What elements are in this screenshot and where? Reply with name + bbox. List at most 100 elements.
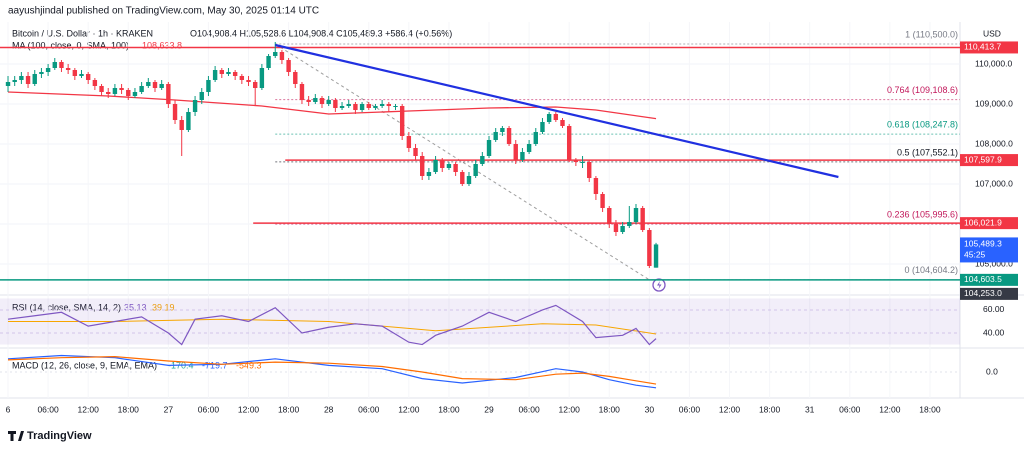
candle-body xyxy=(546,114,552,122)
candle-body xyxy=(159,84,164,88)
candle-body xyxy=(540,122,545,132)
candle-body xyxy=(326,100,331,104)
candle-body xyxy=(393,106,398,107)
price-tag-label: 110,413.7 xyxy=(964,42,1001,52)
alert-icon xyxy=(652,278,666,292)
x-tick-label: 06:00 xyxy=(198,404,220,414)
candle-body xyxy=(206,80,211,92)
candle-body xyxy=(647,230,652,266)
candle-body xyxy=(533,132,538,144)
x-tick-label: 30 xyxy=(645,404,655,414)
fib-label: 0.618 (108,247.8) xyxy=(887,119,958,129)
candle-body xyxy=(426,172,432,176)
candle-body xyxy=(72,70,78,76)
candle-body xyxy=(640,208,645,230)
candle-body xyxy=(460,172,465,184)
x-tick-label: 06:00 xyxy=(839,404,861,414)
candle-body xyxy=(212,70,218,80)
candle-body xyxy=(493,132,498,140)
candle-body xyxy=(513,144,518,160)
candle-body xyxy=(440,160,445,168)
fib-label: 0 (104,604.2) xyxy=(904,265,958,275)
y-tick-label: 110,000.0 xyxy=(975,58,1012,68)
macd-signal xyxy=(7,356,657,385)
candle-body xyxy=(293,72,298,84)
candle-body xyxy=(386,104,392,106)
x-tick-label: 12:00 xyxy=(398,404,420,414)
candle-body xyxy=(239,76,245,80)
legend-symbol: Bitcoin / U.S. Dollar · 1h · KRAKEN xyxy=(12,28,153,38)
candle-body xyxy=(219,70,224,74)
candle-body xyxy=(139,86,144,92)
candle-body xyxy=(553,114,559,120)
macd-line xyxy=(7,354,657,389)
price-tag xyxy=(960,154,1018,167)
x-tick-label: 12:00 xyxy=(879,404,901,414)
x-tick-label: 12:00 xyxy=(719,404,741,414)
candle-body xyxy=(486,140,492,156)
x-tick-label: 28 xyxy=(324,404,334,414)
rsi-band xyxy=(0,298,960,345)
x-tick-label: 06:00 xyxy=(518,404,540,414)
moving-average xyxy=(7,91,657,120)
x-tick-label: 6 xyxy=(6,404,11,414)
x-tick-label: 06:00 xyxy=(37,404,59,414)
x-tick-label: 18:00 xyxy=(759,404,781,414)
candle-body xyxy=(566,126,572,160)
candle-body xyxy=(39,72,44,74)
candle-body xyxy=(299,84,305,100)
candle-body xyxy=(179,120,184,130)
candle-body xyxy=(406,136,412,148)
y-tick-label: 108,000.0 xyxy=(975,138,1013,148)
candle-body xyxy=(65,68,71,70)
candle-body xyxy=(580,162,585,163)
candle-body xyxy=(19,76,24,80)
logo xyxy=(8,431,24,441)
candle-body xyxy=(186,112,191,130)
candle-body xyxy=(593,178,599,194)
rsi-line xyxy=(7,304,657,346)
candle-body xyxy=(252,82,258,88)
candle-body xyxy=(339,106,345,108)
candle-body xyxy=(226,72,231,74)
price-tag-label: 104,253.0 xyxy=(964,288,1002,298)
candle-body xyxy=(313,98,318,102)
trendline xyxy=(274,43,839,179)
currency: USD xyxy=(983,28,1001,38)
legend-ohlc: O104,908.4 H105,528.6 L104,908.4 C105,48… xyxy=(190,28,452,38)
candle-body xyxy=(633,208,639,222)
macd-label: MACD (12, 26, close, 9, EMA, EMA) xyxy=(12,360,157,370)
candle-body xyxy=(172,104,178,120)
candle-body xyxy=(613,224,619,232)
price-tag xyxy=(960,217,1018,230)
x-tick-label: 12:00 xyxy=(238,404,260,414)
candle-body xyxy=(620,226,625,232)
countdown: 45:25 xyxy=(964,250,986,260)
candle-body xyxy=(353,104,358,110)
candle-body xyxy=(473,164,478,176)
x-tick-label: 31 xyxy=(805,404,815,414)
candle-body xyxy=(166,84,171,104)
candle-body xyxy=(232,72,238,76)
candle-body xyxy=(653,244,659,268)
fib-label: 0.5 (107,552.1) xyxy=(897,147,958,157)
candle-body xyxy=(106,92,111,94)
macd-value: -719.7 xyxy=(202,360,228,370)
x-tick-label: 18:00 xyxy=(919,404,941,414)
x-tick-label: 29 xyxy=(484,404,494,414)
brand: TradingView xyxy=(27,430,92,442)
candle-body xyxy=(526,144,532,152)
candle-body xyxy=(319,98,325,104)
candle-body xyxy=(52,62,57,68)
y-tick-label: 107,000.0 xyxy=(975,178,1013,188)
candle-body xyxy=(126,90,131,96)
candle-body xyxy=(112,88,118,94)
candle-body xyxy=(573,160,579,162)
candle-body xyxy=(92,80,98,86)
candle-body xyxy=(453,164,458,172)
candle-body xyxy=(500,128,505,132)
candle-body xyxy=(146,82,151,86)
candle-body xyxy=(399,106,405,136)
candle-body xyxy=(152,82,158,88)
